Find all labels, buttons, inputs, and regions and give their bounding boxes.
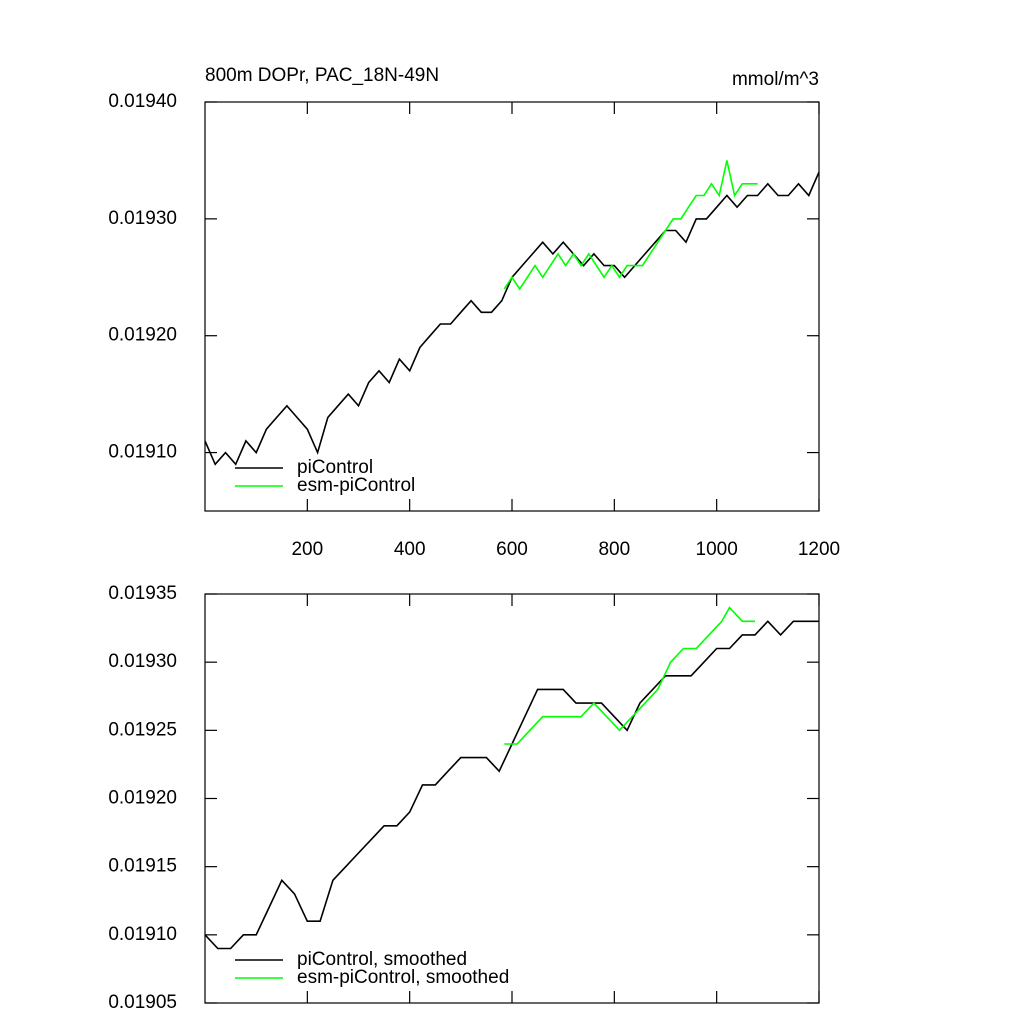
y-tick-label: 0.01930	[108, 208, 177, 229]
y-tick-label: 0.01920	[108, 788, 177, 809]
data-line	[504, 606, 755, 745]
y-tick-label: 0.01925	[108, 719, 177, 740]
y-tick-label: 0.01930	[108, 651, 177, 672]
y-tick-label: 0.01920	[108, 325, 177, 346]
plot-frame	[204, 593, 820, 1004]
data-line	[204, 171, 820, 466]
legend-label: esm-piControl	[297, 475, 415, 496]
y-tick-label: 0.01910	[108, 442, 177, 463]
y-tick-label: 0.01935	[108, 583, 177, 604]
x-tick-label: 1200	[798, 539, 840, 560]
y-tick-label: 0.01910	[108, 924, 177, 945]
x-tick-label: 200	[291, 539, 323, 560]
x-tick-label: 800	[598, 539, 630, 560]
legend-label: piControl, smoothed	[297, 949, 467, 970]
x-tick-label: 1000	[696, 539, 738, 560]
chart-title: 800m DOPr, PAC_18N-49N	[205, 65, 439, 86]
data-line	[503, 160, 758, 291]
legend-label: esm-piControl, smoothed	[297, 967, 509, 988]
x-tick-label: 400	[394, 539, 426, 560]
legend-label: piControl	[297, 457, 373, 478]
y-tick-label: 0.01915	[108, 856, 177, 877]
y-tick-label: 0.01940	[108, 91, 177, 112]
x-tick-label: 600	[496, 539, 528, 560]
unit-label: mmol/m^3	[732, 69, 819, 90]
data-line	[204, 620, 819, 950]
y-tick-label: 0.01905	[108, 992, 177, 1013]
